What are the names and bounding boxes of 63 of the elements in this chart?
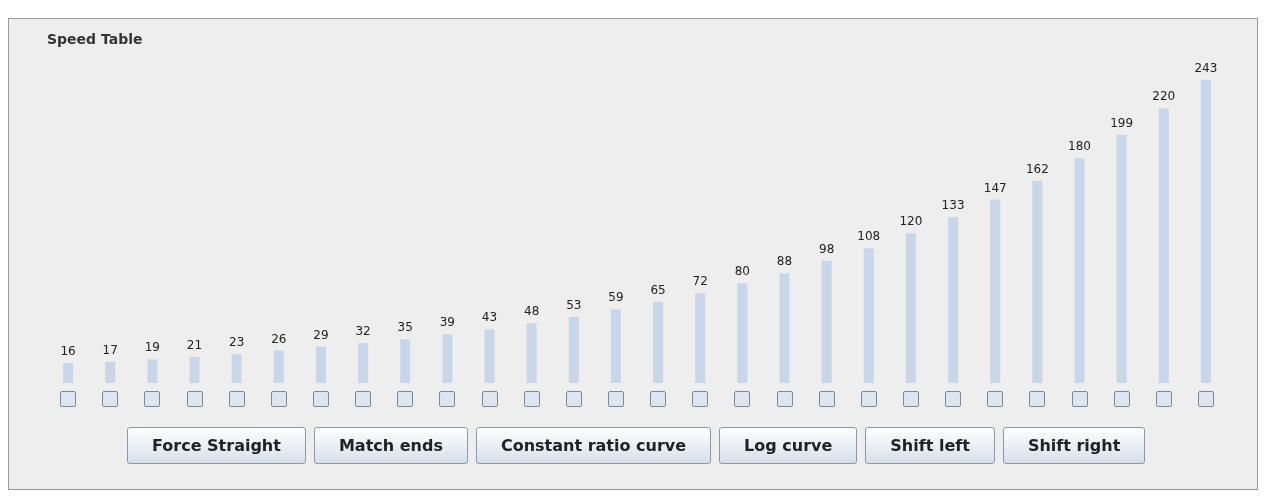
text: Force Straight: [127, 427, 306, 464]
bar: [400, 339, 411, 383]
bar: [358, 343, 369, 383]
bar: [1074, 158, 1085, 383]
data-label: 199: [1110, 115, 1134, 130]
bar: [147, 359, 158, 383]
bar: [273, 350, 284, 383]
data-label: 133: [941, 198, 965, 213]
bar: [189, 356, 200, 383]
bar: [63, 363, 74, 383]
bar: [737, 283, 748, 383]
bar: [315, 346, 326, 383]
bar: [905, 233, 916, 383]
text: Constant ratio curve: [475, 427, 712, 464]
data-label: 17: [102, 342, 118, 357]
bar: [231, 354, 242, 383]
data-label: 32: [355, 324, 371, 339]
data-label: 72: [692, 274, 708, 289]
data-label: 29: [313, 327, 329, 342]
data-label: 48: [524, 304, 540, 319]
data-label: 39: [439, 315, 455, 330]
data-label: 120: [899, 214, 923, 229]
bar: [1032, 180, 1043, 383]
bar: [610, 309, 621, 383]
data-label: 23: [229, 335, 245, 350]
text: Shift left: [865, 427, 995, 464]
text: Shift right: [1002, 427, 1146, 464]
text: Match ends: [313, 427, 468, 464]
data-label: 220: [1152, 89, 1176, 104]
data-label: 88: [776, 254, 793, 269]
bar: [442, 334, 453, 383]
chart-title: Speed Table: [47, 31, 143, 47]
bar: [1200, 79, 1211, 383]
data-label: 80: [734, 264, 750, 279]
bar: [105, 361, 116, 383]
data-label: 108: [857, 229, 881, 244]
data-label: 21: [186, 337, 203, 352]
data-label: 26: [271, 331, 287, 346]
data-label: 98: [819, 241, 835, 256]
bar: [990, 199, 1001, 383]
data-label: 162: [1025, 161, 1049, 176]
data-label: 180: [1068, 139, 1091, 154]
data-label: 59: [608, 290, 624, 305]
data-label: 243: [1194, 60, 1218, 75]
bar: [695, 293, 706, 383]
bar: [821, 260, 832, 383]
bar: [779, 273, 790, 383]
data-label: 35: [397, 320, 413, 335]
data-label: 19: [144, 340, 160, 355]
data-label: 43: [481, 310, 498, 325]
data-label: 147: [983, 180, 1007, 195]
data-label: 65: [650, 282, 666, 297]
bar: [526, 323, 537, 383]
bar: [1116, 134, 1127, 383]
bar: [1158, 108, 1169, 383]
text: Log curve: [719, 427, 858, 464]
bar: [948, 217, 959, 383]
bar: [484, 329, 495, 383]
data-label: 53: [566, 297, 582, 312]
bar: [863, 248, 874, 383]
bar: [653, 301, 664, 383]
data-label: 16: [60, 344, 76, 359]
bar: [568, 316, 579, 383]
